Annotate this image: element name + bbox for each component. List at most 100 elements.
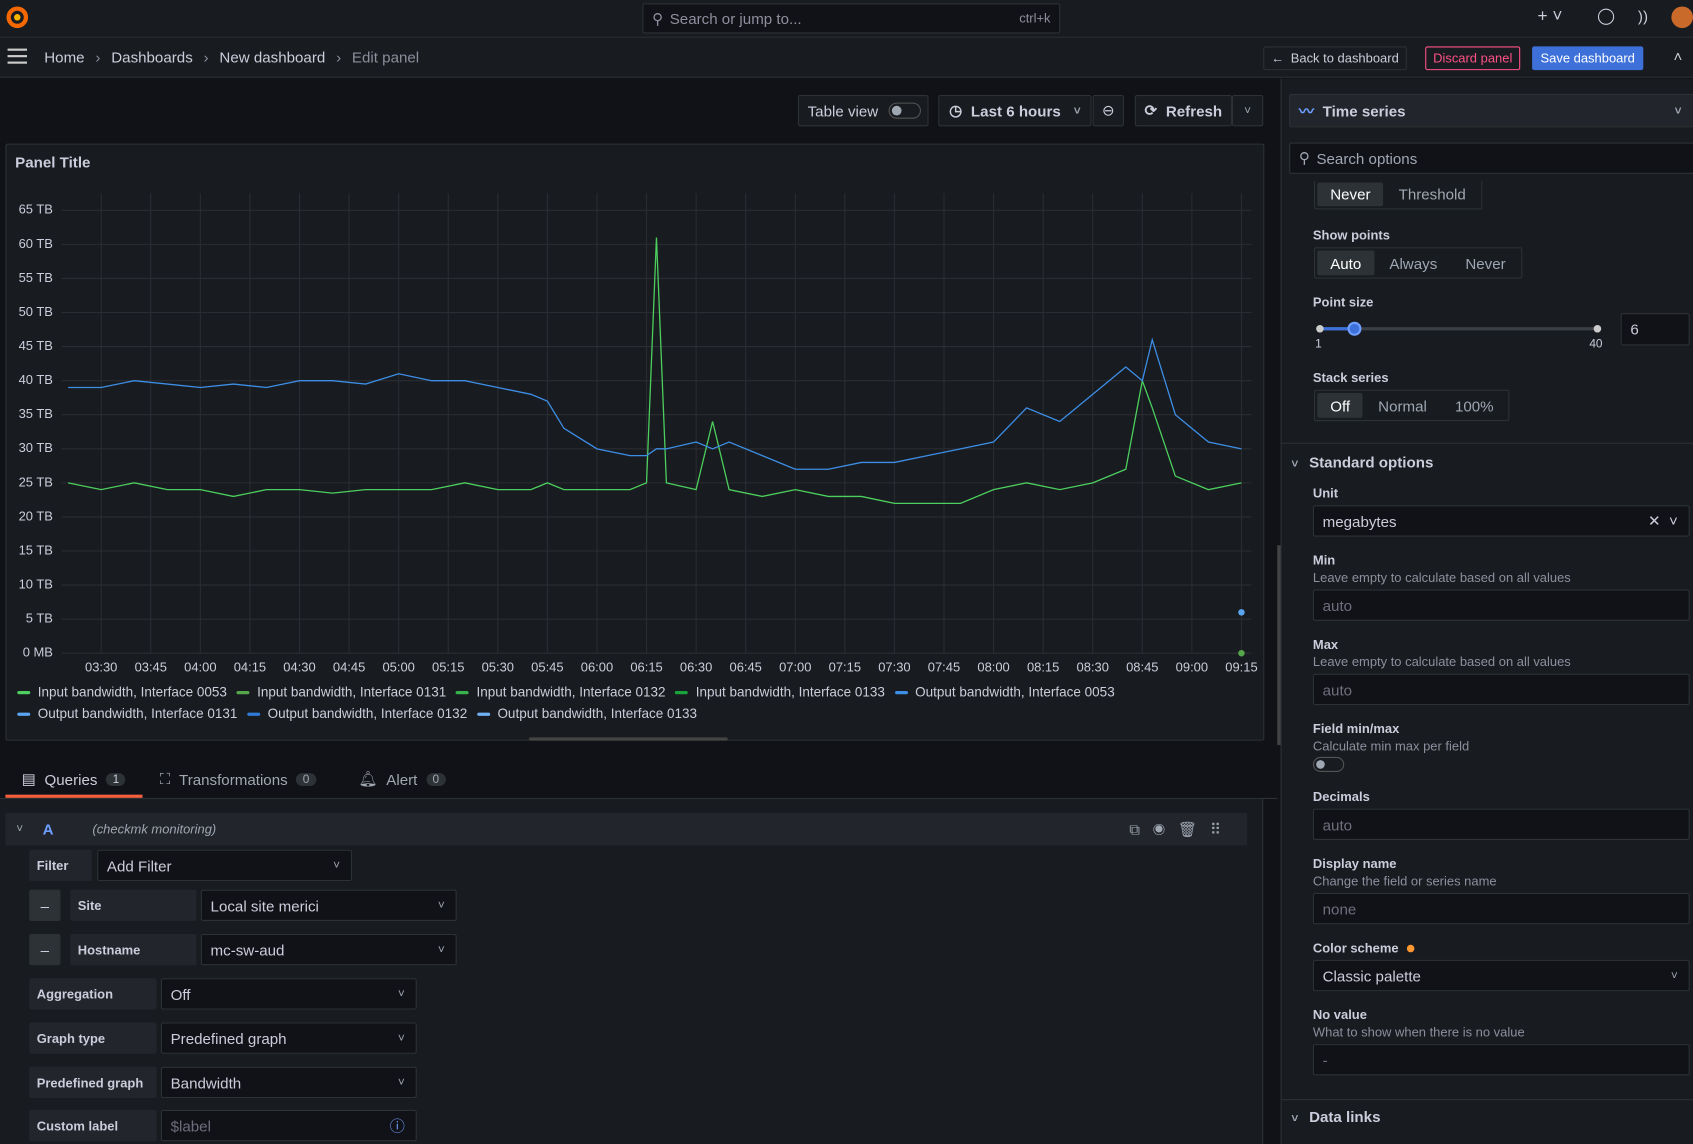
- decoration: ◷: [949, 101, 963, 119]
- legend-item[interactable]: Output bandwidth, Interface 0132: [247, 706, 467, 721]
- option-label: No value: [1312, 1007, 1367, 1023]
- slider-max-dot: [1593, 324, 1602, 333]
- toggle[interactable]: [1312, 756, 1345, 772]
- legend-item[interactable]: Output bandwidth, Interface 0131: [17, 706, 237, 721]
- radio-option[interactable]: 100%: [1454, 396, 1494, 415]
- point-size-input[interactable]: 6: [1620, 313, 1690, 346]
- radio-option[interactable]: Auto: [1317, 250, 1375, 276]
- option-desc: Leave empty to calculate based on all va…: [1312, 654, 1571, 670]
- collapse-button[interactable]: ˄: [1673, 47, 1683, 65]
- field-label: Filter: [29, 849, 92, 882]
- x-tick-label: 03:30: [85, 660, 117, 674]
- radio-option[interactable]: Never: [1465, 254, 1506, 272]
- search-box[interactable]: ⚲ Search or jump to... ctrl+k: [642, 3, 1061, 34]
- discard-button[interactable]: Discard panel: [1425, 46, 1521, 71]
- decoration: ›: [95, 48, 101, 66]
- y-tick-label: 65 TB: [19, 202, 53, 217]
- splitter[interactable]: [1277, 545, 1281, 745]
- decoration: ˅: [1244, 104, 1252, 118]
- min-input[interactable]: auto: [1312, 589, 1690, 621]
- refresh-button[interactable]: ⟳ Refresh: [1134, 95, 1232, 127]
- field-select[interactable]: Add Filter ˅: [97, 849, 352, 882]
- section-header[interactable]: ˅ Standard options: [1291, 453, 1433, 470]
- color-scheme-select[interactable]: Classic palette ˅: [1312, 959, 1690, 992]
- radio-group[interactable]: Never Threshold: [1313, 180, 1483, 210]
- tab[interactable]: ⛶ Transformations 0: [160, 770, 316, 788]
- legend-item[interactable]: Input bandwidth, Interface 0053: [17, 685, 227, 700]
- time-picker[interactable]: ◷ Last 6 hours ˅: [938, 95, 1092, 127]
- tab[interactable]: 🔔︎ Alert 0: [358, 770, 446, 788]
- data-point: [1238, 649, 1245, 657]
- crumb[interactable]: Dashboards: [111, 48, 193, 66]
- display-name-input[interactable]: none: [1312, 892, 1690, 925]
- radio-option[interactable]: Threshold: [1398, 185, 1466, 203]
- avatar[interactable]: [1671, 6, 1693, 29]
- query-actions[interactable]: ⧉◉🗑︎⠿: [1129, 820, 1235, 838]
- series-line: [67, 237, 1242, 505]
- section-header[interactable]: ˅ Data links: [1291, 1108, 1380, 1125]
- news-icon[interactable]: )): [1637, 7, 1648, 25]
- help-icon[interactable]: [1597, 8, 1615, 25]
- field-select[interactable]: Local site merici ˅: [200, 889, 457, 921]
- crumb[interactable]: Home: [44, 48, 85, 66]
- decoration: [14, 14, 21, 21]
- x-tick-label: 05:30: [482, 660, 514, 674]
- decimals-input[interactable]: auto: [1312, 808, 1690, 841]
- unit-value: megabytes: [1322, 512, 1397, 530]
- option-desc: Calculate min max per field: [1312, 738, 1470, 754]
- field-select[interactable]: Predefined graph ˅: [160, 1022, 417, 1054]
- menu-button[interactable]: [7, 48, 27, 64]
- option-desc: Leave empty to calculate based on all va…: [1312, 570, 1571, 586]
- x-tick-label: 06:45: [729, 660, 761, 674]
- unit-select[interactable]: megabytes ✕ ˅: [1312, 505, 1690, 537]
- search-options[interactable]: ⚲ Search options: [1289, 142, 1693, 174]
- slider-track[interactable]: [1319, 327, 1597, 331]
- field-select[interactable]: mc-sw-aud ˅: [200, 933, 457, 966]
- tab-label: Queries: [44, 770, 98, 788]
- remove-button[interactable]: –: [29, 889, 61, 921]
- option-label: Color scheme: [1312, 940, 1399, 956]
- y-tick-label: 20 TB: [19, 508, 53, 523]
- remove-button[interactable]: –: [29, 933, 61, 966]
- tab[interactable]: ▤ Queries 1: [22, 770, 126, 788]
- radio-option[interactable]: Normal: [1378, 396, 1427, 415]
- x-tick-label: 03:45: [135, 660, 167, 674]
- field-select[interactable]: Off ˅: [160, 978, 417, 1010]
- back-button[interactable]: ← Back to dashboard: [1263, 46, 1407, 71]
- legend-item[interactable]: Output bandwidth, Interface 0053: [894, 685, 1115, 700]
- radio-group[interactable]: Auto Always Never: [1313, 247, 1522, 279]
- radio-option[interactable]: Off: [1317, 393, 1364, 418]
- decoration: ˅: [397, 1075, 405, 1089]
- max-input[interactable]: auto: [1312, 673, 1690, 706]
- logo[interactable]: [5, 5, 29, 29]
- legend-item[interactable]: Output bandwidth, Interface 0133: [476, 706, 698, 722]
- x-tick-label: 04:15: [234, 660, 266, 674]
- legend-label: Output bandwidth, Interface 0133: [497, 706, 698, 722]
- x-tick-label: 06:15: [630, 660, 662, 674]
- field-input[interactable]: $label ⓘ: [160, 1109, 417, 1142]
- viz-picker[interactable]: 〰 Time series ˅: [1289, 93, 1693, 128]
- save-button[interactable]: Save dashboard: [1532, 46, 1644, 71]
- slider-max: 40: [1589, 337, 1603, 351]
- slider-thumb[interactable]: [1347, 321, 1362, 336]
- crumb[interactable]: New dashboard: [219, 48, 326, 66]
- table-view[interactable]: Table view: [797, 95, 929, 127]
- legend-item[interactable]: Input bandwidth, Interface 0132: [455, 685, 666, 700]
- legend-item[interactable]: Input bandwidth, Interface 0133: [675, 685, 885, 700]
- no-value-input[interactable]: -: [1312, 1044, 1690, 1076]
- field-select[interactable]: Bandwidth ˅: [160, 1066, 417, 1099]
- radio-group[interactable]: Off Normal 100%: [1313, 389, 1510, 422]
- radio-option[interactable]: Never: [1317, 182, 1384, 207]
- legend-swatch: [455, 690, 469, 694]
- x-tick-label: 07:30: [878, 660, 910, 674]
- zoom-out[interactable]: ⊖: [1092, 95, 1124, 127]
- query-ref[interactable]: A: [42, 820, 54, 838]
- legend-item[interactable]: Input bandwidth, Interface 0131: [236, 685, 446, 700]
- radio-option[interactable]: Always: [1389, 254, 1438, 272]
- time-range: Last 6 hours: [970, 102, 1061, 120]
- decoration: ˅: [1670, 969, 1678, 982]
- decoration: ˅: [1291, 1112, 1299, 1126]
- legend-label: Input bandwidth, Interface 0053: [37, 684, 227, 700]
- refresh-interval[interactable]: ˅: [1231, 95, 1264, 127]
- add-menu[interactable]: + ˅: [1537, 7, 1563, 26]
